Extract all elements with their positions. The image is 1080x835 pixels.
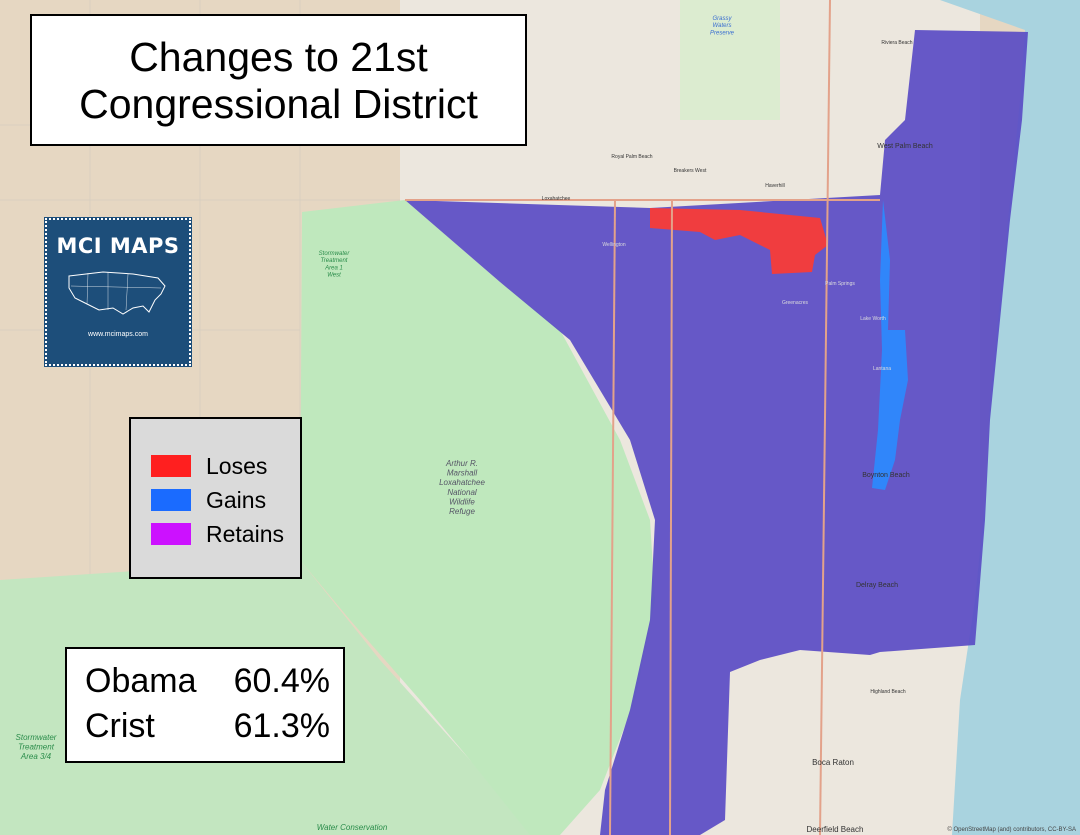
label-stormwater-west: Stormwater Treatment Area 1 West bbox=[319, 251, 351, 279]
label-royal-palm-beach: Royal Palm Beach bbox=[611, 154, 652, 160]
logo-text: MCI MAPS bbox=[56, 234, 180, 258]
label-palm-springs: Palm Springs bbox=[825, 281, 855, 287]
logo-url: www.mcimaps.com bbox=[88, 331, 148, 338]
label-deerfield-beach: Deerfield Beach bbox=[807, 825, 864, 834]
label-haverhill: Haverhill bbox=[765, 183, 784, 189]
district-retains bbox=[405, 30, 1028, 835]
map-title: Changes to 21st Congressional District bbox=[30, 14, 527, 146]
legend-item-retains: Retains bbox=[151, 517, 300, 551]
label-stormwater-south: Stormwater Treatment Area 3/4 bbox=[16, 733, 57, 761]
label-boynton-beach: Boynton Beach bbox=[862, 472, 910, 479]
preserve-north bbox=[680, 0, 780, 120]
label-wellington: Wellington bbox=[602, 242, 625, 248]
map-attribution: © OpenStreetMap (and) contributors, CC-B… bbox=[947, 827, 1076, 833]
label-greenacres: Greenacres bbox=[782, 300, 809, 306]
district-loses bbox=[650, 208, 828, 274]
legend-swatch-loses bbox=[151, 455, 191, 477]
label-boca-raton: Boca Raton bbox=[812, 758, 854, 767]
wetland-refuge bbox=[300, 200, 655, 835]
label-lake-worth: Lake Worth bbox=[860, 316, 886, 322]
label-water-conservation: Water Conservation bbox=[317, 823, 388, 832]
highways bbox=[405, 0, 880, 835]
mci-maps-logo: MCI MAPS www.mcimaps.com bbox=[45, 218, 191, 366]
district-gains bbox=[872, 200, 908, 490]
label-loxahatchee: Loxahatchee bbox=[542, 196, 571, 202]
legend-swatch-gains bbox=[151, 489, 191, 511]
legend-item-gains: Gains bbox=[151, 483, 300, 517]
label-highland-beach: Highland Beach bbox=[870, 689, 906, 695]
stat-value-crist: 61.3% bbox=[233, 707, 330, 745]
legend-swatch-retains bbox=[151, 523, 191, 545]
label-grassy-waters: Grassy Waters Preserve bbox=[710, 16, 735, 36]
legend-label-retains: Retains bbox=[206, 520, 284, 547]
stat-row-obama: Obama 60.4% bbox=[85, 659, 330, 704]
stat-name-obama: Obama bbox=[85, 662, 197, 700]
label-delray-beach: Delray Beach bbox=[856, 582, 898, 589]
election-stats: Obama 60.4% Crist 61.3% bbox=[65, 647, 345, 763]
map-legend: Loses Gains Retains bbox=[129, 417, 302, 579]
usa-map-icon bbox=[68, 271, 166, 315]
label-lantana: Lantana bbox=[873, 366, 891, 372]
label-riviera-beach: Riviera Beach bbox=[881, 40, 912, 46]
stat-name-crist: Crist bbox=[85, 707, 155, 745]
title-line-2: Congressional District bbox=[79, 81, 478, 127]
stat-value-obama: 60.4% bbox=[233, 662, 330, 700]
legend-label-gains: Gains bbox=[206, 486, 267, 513]
label-west-palm-beach: West Palm Beach bbox=[877, 143, 933, 150]
legend-item-loses: Loses bbox=[151, 449, 300, 483]
legend-label-loses: Loses bbox=[206, 452, 268, 479]
title-line-1: Changes to 21st bbox=[129, 34, 428, 80]
label-breakers-west: Breakers West bbox=[674, 168, 707, 174]
stat-row-crist: Crist 61.3% bbox=[85, 704, 330, 749]
label-refuge: Arthur R. Marshall Loxahatchee National Wild… bbox=[439, 459, 485, 516]
